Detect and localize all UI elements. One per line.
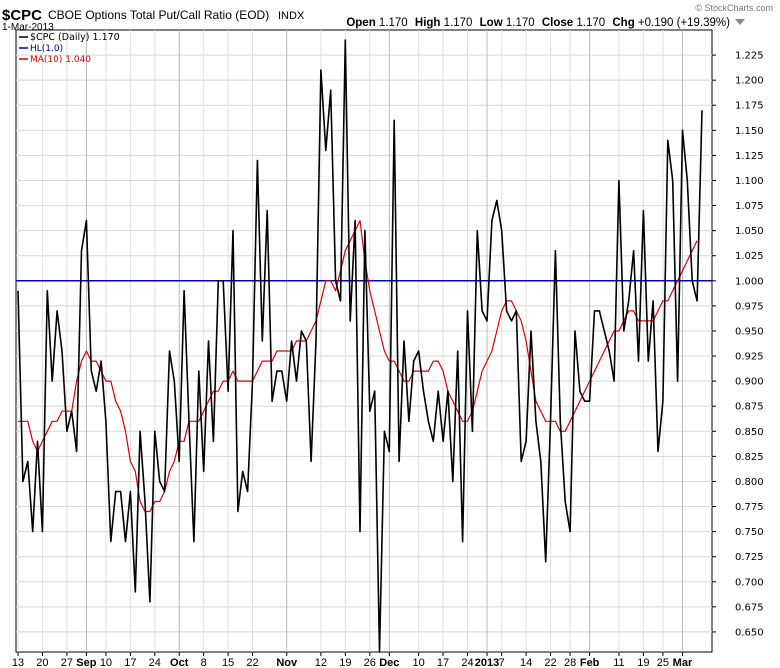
legend-item-ma: MA(10) 1.040 xyxy=(19,55,91,65)
y-tick-label: 0.700 xyxy=(735,577,764,588)
legend: $CPC (Daily) 1.170 HL(1.0) MA(10) 1.040 xyxy=(19,32,120,65)
close-label: Close xyxy=(542,17,573,29)
y-tick-label: 1.175 xyxy=(735,101,764,112)
x-tick-label: Sep xyxy=(76,657,96,668)
y-tick-label: 0.725 xyxy=(735,552,764,563)
high-value: 1.170 xyxy=(444,17,473,29)
x-tick-label: 25 xyxy=(657,657,669,668)
x-tick-label: 17 xyxy=(124,657,136,668)
grid xyxy=(16,30,712,652)
legend-item-hl: HL(1.0) xyxy=(19,44,63,54)
y-tick-label: 0.775 xyxy=(735,502,764,513)
x-tick-label: 26 xyxy=(364,657,376,668)
y-tick-label: 1.225 xyxy=(735,51,764,62)
legend-label-hl: HL(1.0) xyxy=(30,44,63,54)
x-tick-label: 11 xyxy=(613,657,624,668)
low-label: Low xyxy=(480,17,503,29)
chg-label: Chg xyxy=(612,17,634,29)
open-label: Open xyxy=(346,17,375,29)
y-tick-label: 0.875 xyxy=(735,402,764,413)
y-tick-label: 0.950 xyxy=(735,326,764,337)
y-tick-label: 0.675 xyxy=(735,602,764,613)
y-tick-label: 0.750 xyxy=(735,527,764,538)
x-tick-label: 20 xyxy=(36,657,48,668)
chart-date: 1-Mar-2013 xyxy=(2,22,54,33)
y-tick-label: 1.050 xyxy=(735,226,764,237)
x-tick-label: 12 xyxy=(315,657,327,668)
x-tick-label: 22 xyxy=(246,657,258,668)
x-tick-label: 24 xyxy=(461,657,473,668)
watermark: © StockCharts.com xyxy=(695,3,773,13)
x-tick-label: 10 xyxy=(413,657,425,668)
y-tick-label: 1.150 xyxy=(735,126,764,137)
x-tick-label: 14 xyxy=(520,657,532,668)
instrument-name: CBOE Options Total Put/Call Ratio (EOD) xyxy=(48,8,269,22)
x-tick-label: 24 xyxy=(149,657,161,668)
symbol: $CPC xyxy=(2,7,42,24)
x-tick-label: 27 xyxy=(61,657,73,668)
legend-label-cpc: $CPC (Daily) 1.170 xyxy=(30,32,120,43)
chart-header: $CPC CBOE Options Total Put/Call Ratio (… xyxy=(2,3,773,33)
y-tick-label: 1.125 xyxy=(735,151,764,162)
x-axis: 13 20 27 Sep 10 17 24 Oct 8 15 22 Nov 12 19 26 Dec 10 17 2… xyxy=(12,652,693,668)
x-tick-label: 7 xyxy=(499,657,505,668)
y-tick-label: 0.900 xyxy=(735,377,764,388)
y-tick-label: 0.650 xyxy=(735,627,764,638)
high-label: High xyxy=(415,17,441,29)
y-tick-label: 1.025 xyxy=(735,251,764,262)
x-tick-label: 19 xyxy=(339,657,351,668)
x-tick-label: 10 xyxy=(100,657,112,668)
plot-area xyxy=(15,29,713,653)
ohlc-readout: Open 1.170 High 1.170 Low 1.170 Close 1.… xyxy=(346,17,730,29)
legend-item-cpc: $CPC (Daily) 1.170 xyxy=(19,32,120,43)
y-tick-label: 0.925 xyxy=(735,352,764,363)
series-layer xyxy=(17,39,703,653)
y-axis: 0.650 0.675 0.700 0.725 0.750 0.775 0.800 0.825… xyxy=(712,51,764,638)
x-tick-label: 17 xyxy=(437,657,449,668)
x-tick-label: 2013 xyxy=(475,657,499,668)
close-value: 1.170 xyxy=(576,17,605,29)
y-tick-label: 0.800 xyxy=(735,477,764,488)
chg-value: +0.190 (+19.39%) xyxy=(638,17,730,29)
y-tick-label: 1.100 xyxy=(735,176,764,187)
series-cpc-line xyxy=(17,39,703,653)
y-tick-label: 0.825 xyxy=(735,452,764,463)
expand-triangle-icon[interactable] xyxy=(735,19,745,25)
x-tick-label: Oct xyxy=(170,657,189,668)
x-tick-label: 22 xyxy=(544,657,556,668)
x-tick-label: 8 xyxy=(201,657,207,668)
x-tick-label: 15 xyxy=(222,657,234,668)
x-tick-label: Feb xyxy=(580,657,600,668)
x-tick-label: 28 xyxy=(564,657,576,668)
low-value: 1.170 xyxy=(506,17,535,29)
x-tick-label: Dec xyxy=(379,657,399,668)
x-tick-label: 13 xyxy=(12,657,24,668)
exchange: INDX xyxy=(278,10,305,22)
x-tick-label: Nov xyxy=(276,657,298,668)
y-tick-label: 1.000 xyxy=(735,276,764,287)
legend-label-ma: MA(10) 1.040 xyxy=(30,55,91,65)
x-tick-label: 19 xyxy=(637,657,649,668)
y-tick-label: 0.850 xyxy=(735,427,764,438)
y-tick-label: 1.200 xyxy=(735,76,764,87)
open-value: 1.170 xyxy=(379,17,408,29)
y-tick-label: 0.975 xyxy=(735,301,764,312)
x-tick-label: Mar xyxy=(673,657,693,668)
series-ma10-line xyxy=(18,220,698,513)
y-tick-label: 1.075 xyxy=(735,201,764,212)
